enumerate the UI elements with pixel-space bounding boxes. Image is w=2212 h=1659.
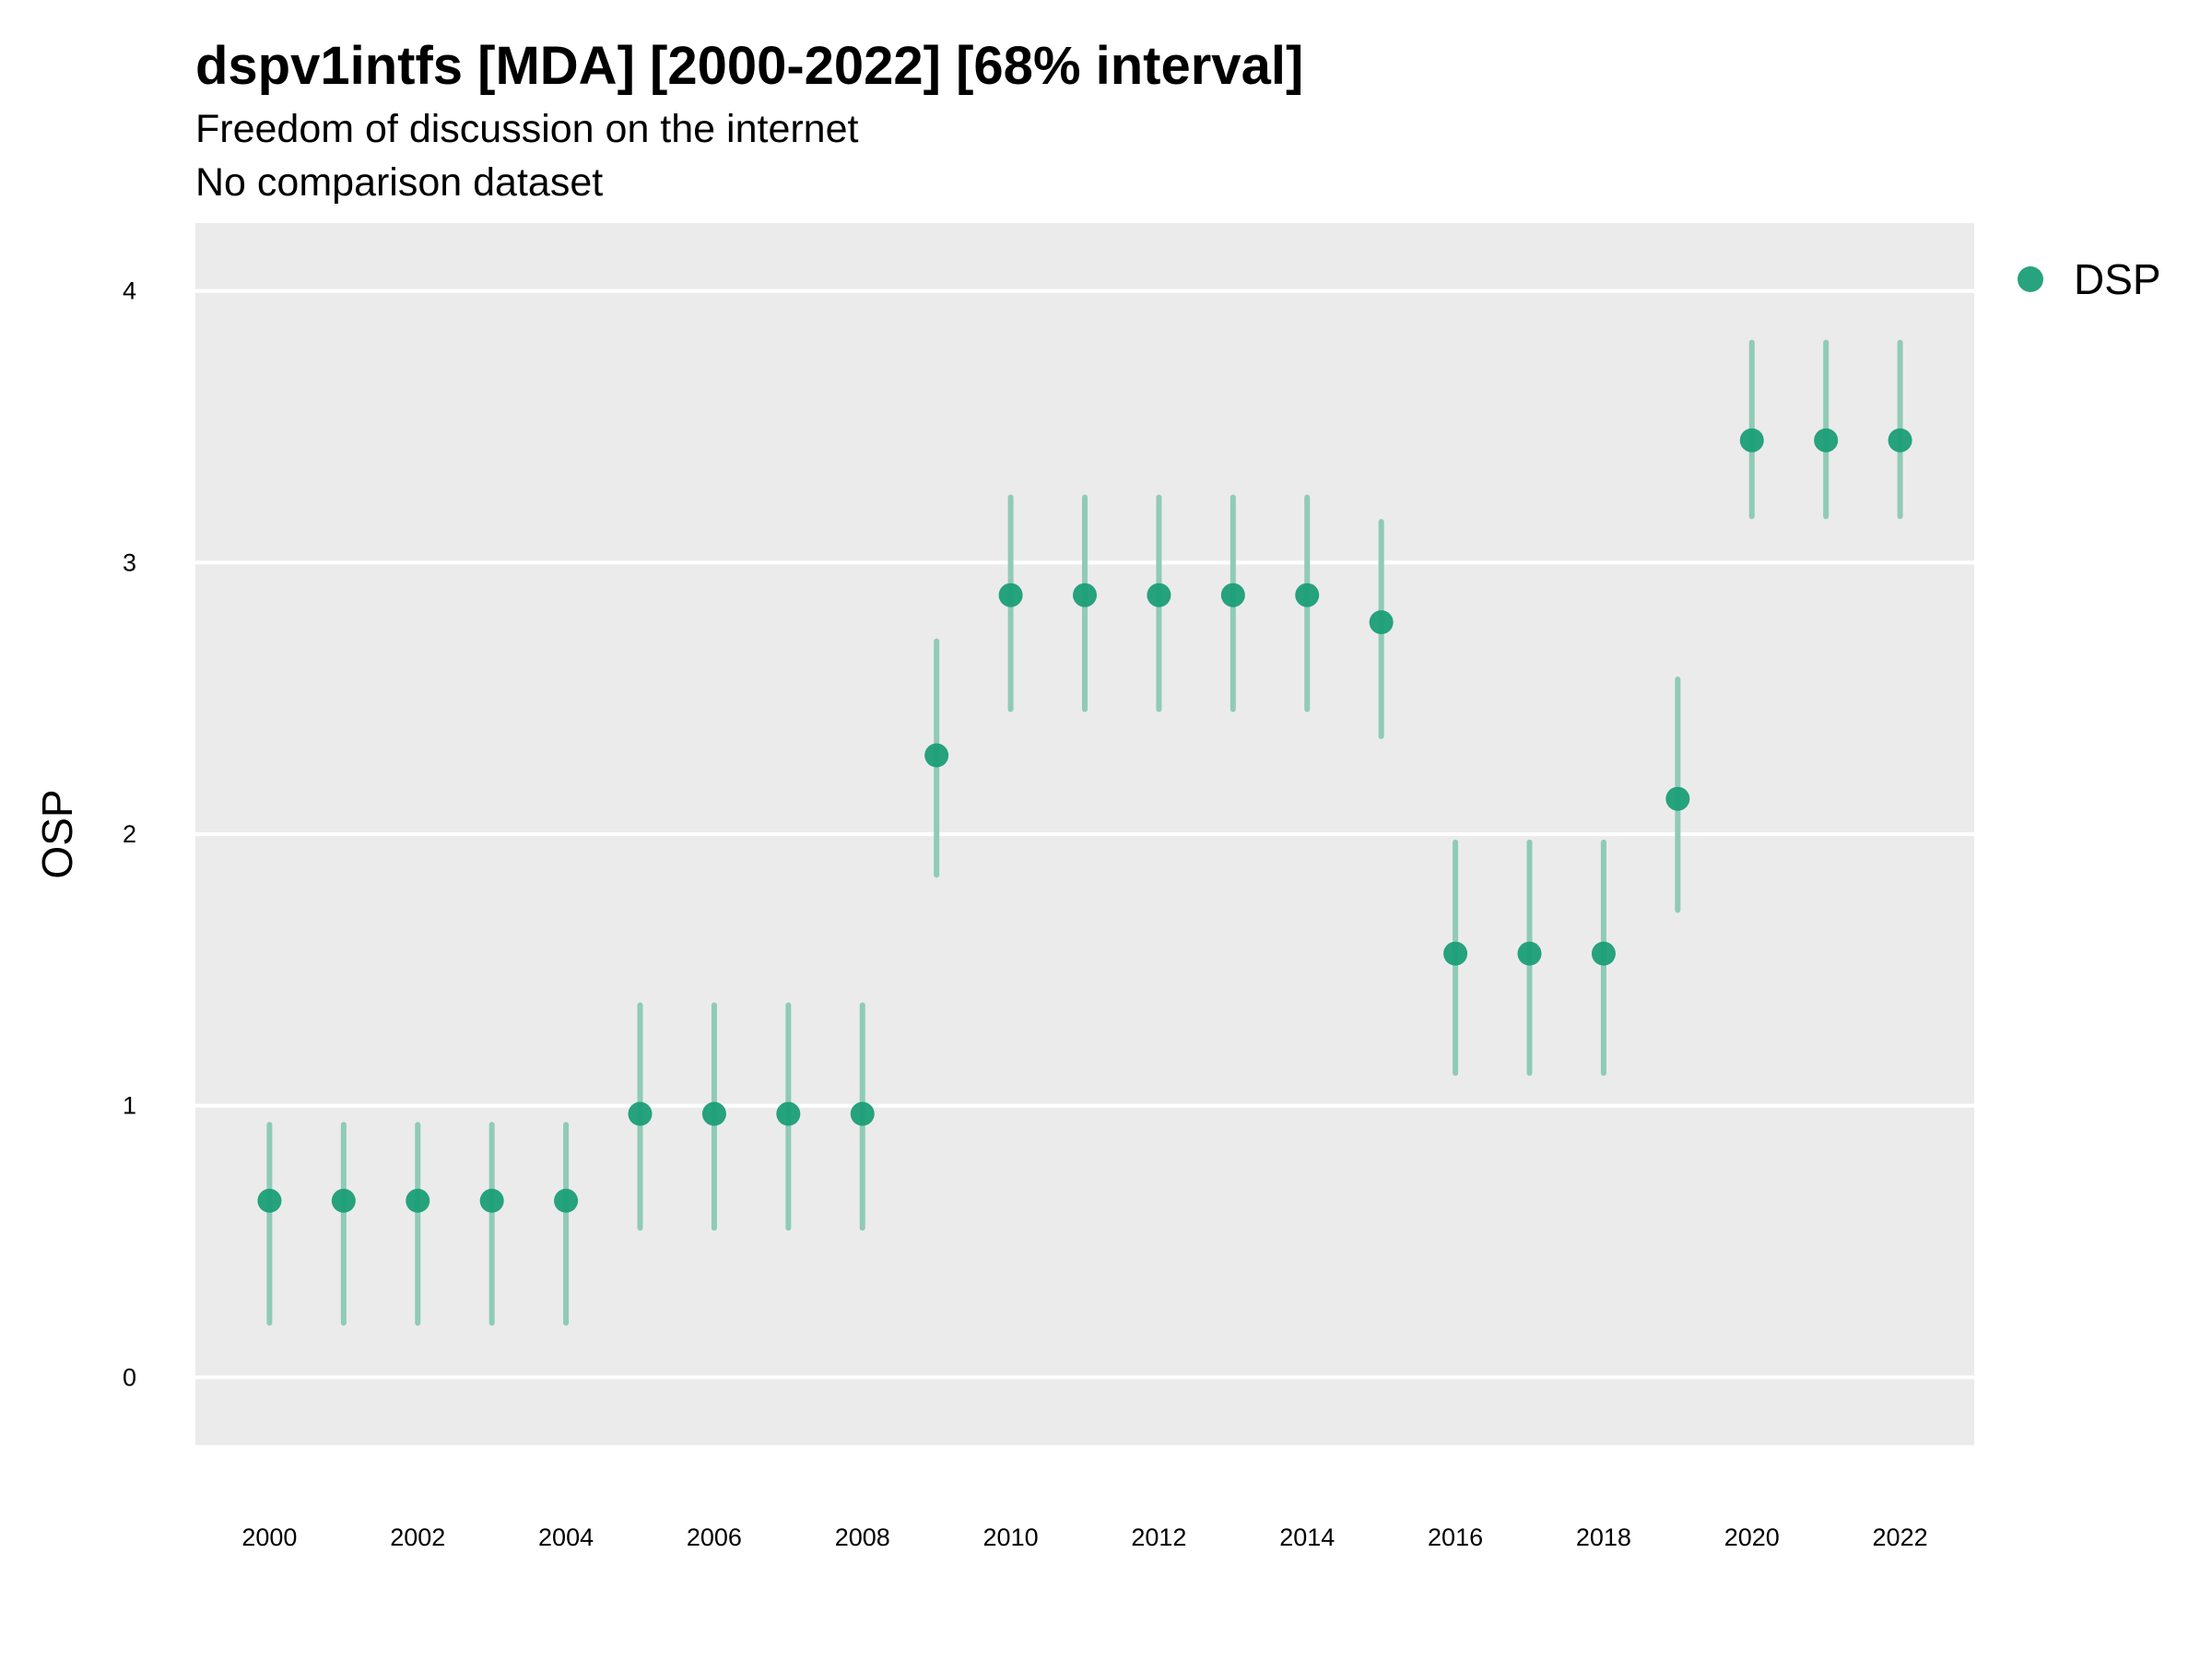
y-tick-label: 0 bbox=[123, 1363, 136, 1391]
x-tick-label: 2022 bbox=[1873, 1524, 1928, 1551]
x-tick-label: 2004 bbox=[538, 1524, 594, 1551]
data-point bbox=[1814, 428, 1839, 453]
data-point bbox=[776, 1101, 801, 1126]
y-tick-label: 2 bbox=[123, 820, 136, 848]
data-point bbox=[998, 582, 1023, 607]
data-point bbox=[924, 743, 949, 768]
data-point bbox=[1739, 428, 1764, 453]
x-tick-label: 2002 bbox=[390, 1524, 445, 1551]
x-tick-label: 2006 bbox=[687, 1524, 742, 1551]
data-point bbox=[701, 1101, 726, 1126]
data-point bbox=[479, 1188, 504, 1213]
y-tick-label: 4 bbox=[123, 277, 136, 305]
data-point bbox=[1147, 582, 1171, 607]
data-point bbox=[1073, 582, 1097, 607]
data-point bbox=[1369, 610, 1394, 635]
data-point bbox=[331, 1188, 356, 1213]
data-point bbox=[554, 1188, 579, 1213]
data-point bbox=[850, 1101, 875, 1126]
data-point bbox=[1295, 582, 1320, 607]
data-point bbox=[1888, 428, 1912, 453]
data-point bbox=[1665, 786, 1690, 811]
chart-caption: No comparison dataset bbox=[195, 160, 604, 205]
x-tick-label: 2012 bbox=[1131, 1524, 1186, 1551]
data-point bbox=[628, 1101, 653, 1126]
data-point bbox=[1517, 941, 1542, 966]
legend-label: DSP bbox=[2074, 255, 2161, 303]
x-tick-label: 2008 bbox=[835, 1524, 890, 1551]
x-tick-label: 2014 bbox=[1279, 1524, 1335, 1551]
x-tick-label: 2000 bbox=[241, 1524, 297, 1551]
chart-title: dspv1intfs [MDA] [2000-2022] [68% interv… bbox=[195, 36, 1304, 96]
x-tick-label: 2016 bbox=[1428, 1524, 1483, 1551]
y-tick-label: 3 bbox=[123, 548, 136, 576]
x-tick-label: 2018 bbox=[1576, 1524, 1631, 1551]
x-tick-label: 2020 bbox=[1724, 1524, 1780, 1551]
data-point bbox=[1443, 941, 1468, 966]
data-point bbox=[1220, 582, 1245, 607]
data-point bbox=[1591, 941, 1616, 966]
legend-marker bbox=[2018, 266, 2043, 292]
y-axis-title: OSP bbox=[33, 789, 81, 878]
chart-subtitle: Freedom of discussion on the internet bbox=[195, 107, 859, 151]
data-point bbox=[406, 1188, 430, 1213]
y-tick-label: 1 bbox=[123, 1092, 136, 1120]
data-point bbox=[257, 1188, 282, 1213]
x-tick-label: 2010 bbox=[983, 1524, 1039, 1551]
